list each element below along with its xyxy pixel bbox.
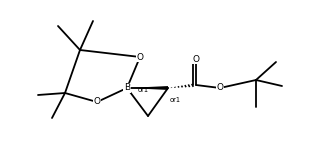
Text: B: B xyxy=(124,84,130,93)
Polygon shape xyxy=(127,86,168,90)
Text: or1: or1 xyxy=(170,97,181,103)
Text: O: O xyxy=(217,84,223,93)
Text: O: O xyxy=(193,54,199,63)
Text: O: O xyxy=(93,98,100,106)
Text: O: O xyxy=(137,52,143,62)
Text: or1: or1 xyxy=(138,87,149,93)
